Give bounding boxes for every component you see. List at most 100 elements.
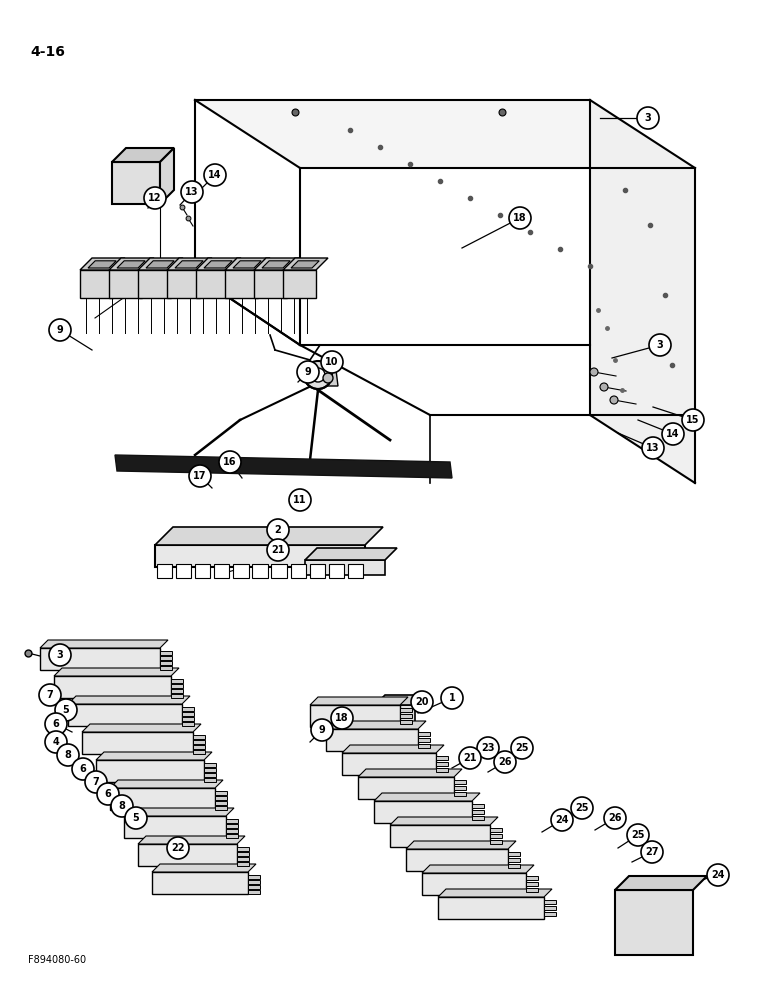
Polygon shape xyxy=(436,768,448,772)
Polygon shape xyxy=(155,527,383,545)
Polygon shape xyxy=(283,270,316,298)
Polygon shape xyxy=(160,661,172,665)
Text: 21: 21 xyxy=(463,753,477,763)
Polygon shape xyxy=(262,261,290,268)
Polygon shape xyxy=(406,849,508,871)
Polygon shape xyxy=(204,768,216,772)
Polygon shape xyxy=(390,817,498,825)
Text: 8: 8 xyxy=(65,750,72,760)
Polygon shape xyxy=(112,162,160,204)
Circle shape xyxy=(49,644,71,666)
Polygon shape xyxy=(237,852,249,856)
Circle shape xyxy=(311,368,325,382)
Polygon shape xyxy=(310,697,408,705)
Polygon shape xyxy=(138,844,237,866)
Polygon shape xyxy=(226,819,238,823)
Polygon shape xyxy=(472,804,484,808)
Polygon shape xyxy=(342,753,436,775)
Circle shape xyxy=(411,691,433,713)
Circle shape xyxy=(85,771,107,793)
Polygon shape xyxy=(326,721,426,729)
Text: 9: 9 xyxy=(305,367,311,377)
Polygon shape xyxy=(348,564,363,578)
Text: 26: 26 xyxy=(608,813,622,823)
Polygon shape xyxy=(204,763,216,767)
Text: 5: 5 xyxy=(133,813,140,823)
Circle shape xyxy=(637,107,659,129)
Circle shape xyxy=(55,699,77,721)
Polygon shape xyxy=(374,793,480,801)
Circle shape xyxy=(204,164,226,186)
Text: 6: 6 xyxy=(105,789,112,799)
Circle shape xyxy=(144,187,166,209)
Polygon shape xyxy=(526,876,538,880)
Polygon shape xyxy=(490,840,502,844)
Polygon shape xyxy=(160,656,172,660)
Polygon shape xyxy=(226,829,238,833)
Polygon shape xyxy=(109,258,154,270)
Circle shape xyxy=(441,687,463,709)
Polygon shape xyxy=(157,564,172,578)
Circle shape xyxy=(311,719,333,741)
Circle shape xyxy=(551,809,573,831)
Polygon shape xyxy=(472,816,484,820)
Text: 21: 21 xyxy=(271,545,285,555)
Circle shape xyxy=(477,737,499,759)
Text: 8: 8 xyxy=(119,801,126,811)
Text: F894080-60: F894080-60 xyxy=(28,955,86,965)
Polygon shape xyxy=(454,780,466,784)
Text: 16: 16 xyxy=(223,457,237,467)
Circle shape xyxy=(511,737,533,759)
Circle shape xyxy=(189,465,211,487)
Polygon shape xyxy=(226,824,238,828)
Circle shape xyxy=(304,361,332,389)
Text: 13: 13 xyxy=(186,187,199,197)
Polygon shape xyxy=(152,864,256,872)
Polygon shape xyxy=(171,694,183,698)
Polygon shape xyxy=(305,548,397,560)
Polygon shape xyxy=(615,890,693,955)
Circle shape xyxy=(571,797,593,819)
Polygon shape xyxy=(112,148,174,162)
Polygon shape xyxy=(195,564,211,578)
Polygon shape xyxy=(155,545,365,567)
Polygon shape xyxy=(254,270,287,298)
Text: 9: 9 xyxy=(57,325,63,335)
Polygon shape xyxy=(237,862,249,866)
Polygon shape xyxy=(248,890,260,894)
Polygon shape xyxy=(472,810,484,814)
Polygon shape xyxy=(418,732,430,736)
Text: 3: 3 xyxy=(57,650,63,660)
Text: 25: 25 xyxy=(516,743,529,753)
Text: 27: 27 xyxy=(645,847,659,857)
Polygon shape xyxy=(195,100,695,168)
Polygon shape xyxy=(117,261,145,268)
Polygon shape xyxy=(204,773,216,777)
Polygon shape xyxy=(215,564,229,578)
Polygon shape xyxy=(110,788,215,810)
Polygon shape xyxy=(175,261,204,268)
Text: 10: 10 xyxy=(325,357,339,367)
Circle shape xyxy=(57,744,79,766)
Circle shape xyxy=(49,319,71,341)
Text: 5: 5 xyxy=(62,705,69,715)
Polygon shape xyxy=(615,876,707,890)
Polygon shape xyxy=(454,792,466,796)
Circle shape xyxy=(267,539,289,561)
Polygon shape xyxy=(526,882,538,886)
Polygon shape xyxy=(160,148,174,204)
Circle shape xyxy=(459,747,481,769)
Text: 13: 13 xyxy=(647,443,660,453)
Polygon shape xyxy=(225,270,258,298)
Polygon shape xyxy=(146,261,174,268)
Polygon shape xyxy=(544,912,556,916)
Polygon shape xyxy=(271,564,287,578)
Polygon shape xyxy=(82,724,201,732)
Polygon shape xyxy=(225,258,270,270)
Polygon shape xyxy=(54,668,179,676)
Polygon shape xyxy=(390,825,490,847)
Polygon shape xyxy=(326,729,418,751)
Polygon shape xyxy=(182,722,194,726)
Polygon shape xyxy=(88,261,116,268)
Polygon shape xyxy=(193,745,205,749)
